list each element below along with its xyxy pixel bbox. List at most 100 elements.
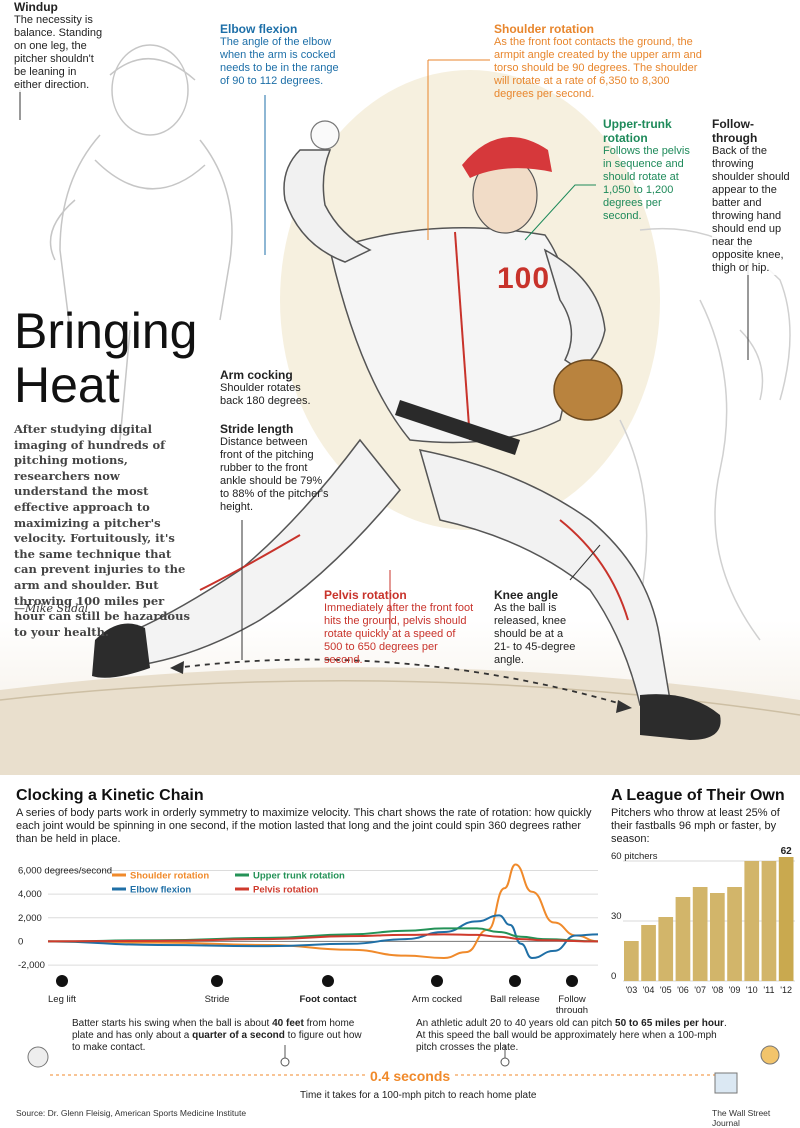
jersey-number: 100 [497,262,551,295]
knee-body: As the ball is released, knee should be … [494,602,576,666]
phase-label-follow-through: Follow [558,994,586,1005]
y-tick-label: 0 [611,971,616,982]
batter-note: Batter starts his swing when the ball is… [72,1018,372,1054]
byline: —Mike Sudal [14,602,89,615]
pelvis-body: Immediately after the front foot hits th… [324,602,474,666]
page-title: Bringing Heat [14,304,197,412]
pitcher [92,120,721,740]
hero-illustration: 100 Bringing Heat After studying digital… [0,0,800,775]
x-tick-label: '12 [780,985,792,995]
y-tick-label: 0 [18,936,23,947]
adult-note-c: . At this speed the ball would be approx… [416,1018,727,1053]
adult-ball-marker [500,1057,510,1067]
glove [553,359,623,421]
bar-09 [727,887,742,981]
phase-label-leg-lift: Leg lift [48,994,76,1005]
elbow-body: The angle of the elbow when the arm is c… [220,36,339,87]
phase-icon-ball-release [509,975,521,987]
legend-label-pelvis-rotation: Pelvis rotation [253,885,319,896]
annotation-shoulder: Shoulder rotation As the front foot cont… [494,22,709,101]
pitcher-illustration [0,44,800,775]
batter-note-b2: quarter of a second [192,1030,285,1041]
annotation-knee: Knee angle As the ball is released, knee… [494,588,582,667]
series-line-shoulder-rotation [47,863,599,959]
x-tick-label: '11 [763,985,774,995]
data-label: 62 [781,846,793,857]
league-bar-chart: 60 pitchers 30 0 '03 '04 '05 '06 '07 '08 '09 '10 '… [611,846,795,995]
windup-title: Windup [14,0,58,14]
batter-note-c: from home plate and has only about a [72,1018,355,1041]
pitching-mound [0,667,800,775]
legend-label-upper-trunk-rotation: Upper trunk rotation [253,871,345,882]
annotation-arm-cocking: Arm cocking Shoulder rotates back 180 de… [220,368,320,408]
legend-label-shoulder-rotation: Shoulder rotation [130,871,209,882]
shoulder-body: As the front foot contacts the ground, t… [494,36,702,100]
kinetic-chart-title: Clocking a Kinetic Chain [16,787,204,804]
phase-label-follow-through-2: through [556,1005,588,1013]
series-line-pelvis-rotation [47,933,599,943]
bar-05 [658,917,674,981]
phase-icon-leg-lift [56,975,68,987]
bar-03 [624,941,639,981]
phase-icon-arm-cocked [431,975,443,987]
bottom-section: Clocking a Kinetic Chain A series of bod… [0,775,800,1128]
series-line-elbow-flexion [47,914,599,959]
legend-label-elbow-flexion: Elbow flexion [130,885,191,896]
league-chart-subtitle: Pitchers who throw at least 25% of their… [611,807,780,845]
elbow-title: Elbow flexion [220,22,298,36]
bar-12 [778,857,794,981]
annotation-pelvis: Pelvis rotation Immediately after the fr… [324,588,474,667]
annotation-follow-through: Follow-through Back of the throwing shou… [712,117,794,275]
page-title-line1: Bringing [14,303,198,359]
adult-note-b: 50 to 65 miles per hour [615,1018,724,1029]
stride-title: Stride length [220,422,294,436]
x-tick-label: '03 [625,985,637,995]
y-tick-label: 2,000 [18,913,42,924]
batter-note-a: Batter starts his swing when the ball is… [72,1018,273,1029]
upper-trunk-title: Upper-trunk rotation [603,117,672,145]
x-tick-label: '07 [694,985,706,995]
catcher-icon [714,1072,738,1094]
upper-trunk-body: Follows the pelvis in sequence and shoul… [603,145,690,222]
page-title-line2: Heat [14,357,120,413]
bar-11 [761,861,777,981]
batter-icon [760,1045,780,1065]
stride-body: Distance between front of the pitching r… [220,436,329,513]
phase-icon-stride [211,975,223,987]
batter-marker [280,1057,290,1067]
seconds-caption: Time it takes for a 100-mph pitch to rea… [300,1090,537,1101]
kinetic-chain-chart: 6,000 degrees/second 4,000 2,000 0 -2,000 Sh… [18,863,599,1013]
y-tick-label: -2,000 [18,960,45,971]
pitcher-icon [27,1046,49,1068]
annotation-upper-trunk: Upper-trunk rotation Follows the pelvis … [603,117,698,223]
arm-cocking-body: Shoulder rotates back 180 degrees. [220,382,311,407]
y-tick-label: 4,000 [18,889,42,900]
adult-note-a: An athletic adult 20 to 40 years old can… [416,1018,616,1029]
x-tick-label: '05 [660,985,672,995]
cap [462,137,552,178]
x-tick-label: '08 [711,985,723,995]
x-tick-label: '06 [677,985,689,995]
phase-label-ball-release: Ball release [490,994,540,1005]
phase-icon-follow-through [566,975,578,987]
arm-cocking-title: Arm cocking [220,368,293,382]
windup-body: The necessity is balance. Standing on on… [14,14,103,91]
credit: The Wall Street Journal [712,1108,771,1128]
stride-arrow [174,658,626,706]
annotation-windup: Windup The necessity is balance. Standin… [14,0,106,92]
shoulder-title: Shoulder rotation [494,22,594,36]
bar-08 [710,893,725,981]
x-tick-label: '04 [643,985,655,995]
follow-body: Back of the throwing shoulder should app… [712,145,790,274]
y-tick-label: 6,000 degrees/second [18,865,112,876]
y-tick-label: 60 pitchers [611,851,658,862]
bar-06 [675,897,691,981]
source-note: Source: Dr. Glenn Fleisig, American Spor… [16,1108,247,1118]
adult-note: An athletic adult 20 to 40 years old can… [416,1018,736,1054]
knee-title: Knee angle [494,588,559,602]
phase-label-arm-cocked: Arm cocked [412,994,462,1005]
windup-sketch [49,44,233,441]
batter-note-d: to figure out how to make contact. [72,1030,362,1053]
kinetic-chart-subtitle: A series of body parts work in orderly s… [16,807,592,845]
follow-through-sketch [619,227,791,641]
